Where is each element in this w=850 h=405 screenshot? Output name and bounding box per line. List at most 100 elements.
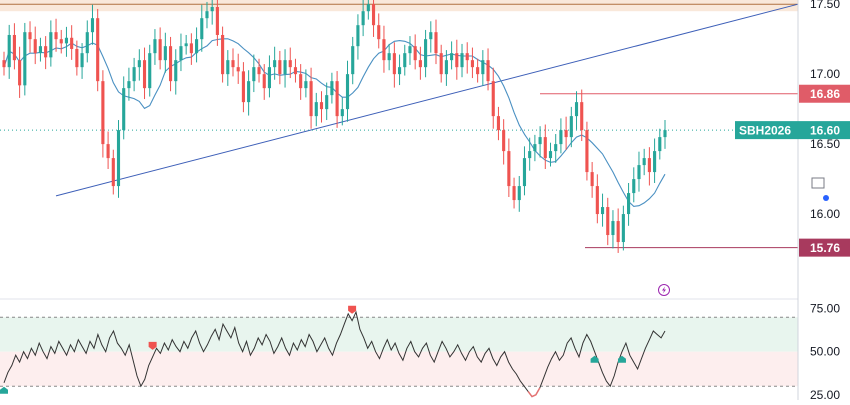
- candle[interactable]: [195, 27, 199, 63]
- candle[interactable]: [241, 62, 245, 113]
- alert-settings-icon[interactable]: [811, 177, 825, 189]
- candle[interactable]: [70, 25, 74, 60]
- candle[interactable]: [28, 21, 32, 53]
- candle[interactable]: [486, 48, 490, 91]
- candle[interactable]: [314, 92, 318, 127]
- candle[interactable]: [387, 43, 391, 71]
- candle[interactable]: [653, 138, 657, 183]
- candle[interactable]: [418, 46, 422, 80]
- candle[interactable]: [215, 0, 219, 46]
- candle[interactable]: [496, 106, 501, 141]
- candle[interactable]: [267, 55, 272, 98]
- candle[interactable]: [642, 148, 646, 176]
- candle[interactable]: [361, 0, 365, 37]
- candle[interactable]: [116, 120, 121, 198]
- level-tag[interactable]: [799, 238, 850, 257]
- candle[interactable]: [127, 67, 131, 101]
- candle[interactable]: [325, 82, 329, 121]
- candle[interactable]: [2, 51, 6, 76]
- candle[interactable]: [627, 182, 631, 226]
- candle[interactable]: [122, 76, 126, 140]
- candle[interactable]: [621, 205, 625, 251]
- candle[interactable]: [548, 142, 553, 167]
- candle[interactable]: [75, 40, 79, 76]
- candle[interactable]: [413, 34, 417, 70]
- candle[interactable]: [283, 49, 287, 88]
- candle[interactable]: [403, 44, 407, 76]
- candle[interactable]: [158, 27, 162, 70]
- candle[interactable]: [507, 138, 511, 197]
- price-axis[interactable]: 17.50 17.00 16.50 16.00 75.00 50.00 25.00 16.86…: [735, 0, 850, 402]
- candle[interactable]: [210, 0, 214, 25]
- candle[interactable]: [465, 42, 469, 74]
- candle[interactable]: [184, 34, 188, 55]
- buy-signal-icon[interactable]: [617, 355, 626, 363]
- rsi-pane[interactable]: [0, 298, 850, 398]
- candle[interactable]: [606, 197, 610, 246]
- candle[interactable]: [460, 43, 464, 78]
- candle[interactable]: [377, 13, 381, 49]
- candle[interactable]: [111, 149, 115, 195]
- candle[interactable]: [288, 47, 292, 79]
- candle[interactable]: [137, 49, 141, 81]
- candle[interactable]: [80, 43, 84, 79]
- candle[interactable]: [18, 46, 22, 98]
- candle[interactable]: [278, 50, 282, 85]
- candle[interactable]: [512, 177, 516, 209]
- candle[interactable]: [340, 97, 344, 126]
- candle[interactable]: [168, 36, 173, 92]
- sell-signal-icon[interactable]: [148, 341, 157, 350]
- candle[interactable]: [538, 126, 542, 158]
- candle[interactable]: [163, 32, 167, 73]
- candle[interactable]: [658, 128, 662, 160]
- candle[interactable]: [559, 118, 563, 154]
- candle[interactable]: [611, 210, 615, 249]
- candle[interactable]: [262, 64, 266, 100]
- candle[interactable]: [663, 120, 667, 149]
- candle[interactable]: [351, 36, 355, 85]
- candle[interactable]: [257, 58, 261, 83]
- candle[interactable]: [299, 64, 303, 100]
- candle[interactable]: [33, 26, 37, 65]
- candle[interactable]: [533, 134, 537, 162]
- candle[interactable]: [49, 20, 53, 67]
- candle[interactable]: [12, 23, 16, 70]
- candle[interactable]: [174, 49, 178, 95]
- candle[interactable]: [309, 67, 313, 129]
- candle[interactable]: [96, 8, 100, 92]
- candle[interactable]: [90, 4, 95, 45]
- candle[interactable]: [335, 71, 339, 128]
- candle[interactable]: [580, 89, 584, 142]
- candle[interactable]: [491, 67, 495, 129]
- candle[interactable]: [481, 50, 485, 86]
- candle[interactable]: [585, 121, 589, 181]
- candle[interactable]: [502, 119, 506, 165]
- candle[interactable]: [106, 131, 110, 170]
- candle[interactable]: [148, 44, 152, 97]
- candle[interactable]: [632, 167, 636, 203]
- candle[interactable]: [189, 33, 193, 65]
- candle[interactable]: [59, 29, 63, 54]
- drop-icon[interactable]: [823, 195, 829, 201]
- candle[interactable]: [382, 25, 386, 73]
- candle[interactable]: [424, 29, 428, 78]
- candle[interactable]: [153, 29, 157, 65]
- candle[interactable]: [543, 124, 547, 170]
- buy-signal-icon[interactable]: [0, 386, 8, 394]
- price-pane[interactable]: [0, 0, 799, 296]
- candle[interactable]: [366, 0, 370, 20]
- candle[interactable]: [647, 147, 651, 186]
- candle[interactable]: [450, 41, 454, 70]
- candle[interactable]: [101, 70, 105, 158]
- candle[interactable]: [371, 0, 376, 37]
- candle[interactable]: [273, 46, 277, 80]
- candle[interactable]: [616, 208, 620, 253]
- candle[interactable]: [142, 47, 147, 100]
- candle[interactable]: [23, 22, 27, 96]
- candle[interactable]: [429, 21, 433, 53]
- candle[interactable]: [293, 58, 298, 83]
- candle[interactable]: [590, 162, 594, 198]
- candle[interactable]: [595, 174, 599, 224]
- candle[interactable]: [226, 50, 230, 86]
